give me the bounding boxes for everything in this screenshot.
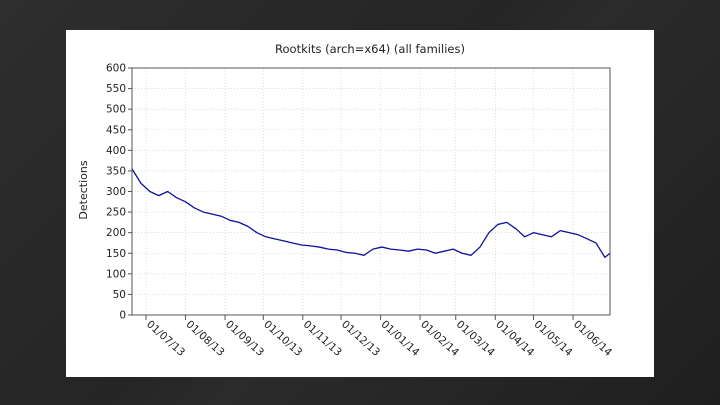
x-tick-label: 01/06/14 — [571, 318, 614, 359]
y-axis-ticks: 0 50 100 150 200 250 300 350 400 450 500 550 600 — [106, 63, 132, 322]
x-axis-ticks: 01/07/1301/08/1301/09/1301/10/1301/11/13… — [144, 315, 614, 359]
series-line — [131, 168, 611, 259]
y-tick-label: 150 — [106, 248, 126, 260]
x-tick-label: 01/03/14 — [454, 318, 497, 359]
y-tick-label: 50 — [113, 289, 126, 301]
y-tick-label: 300 — [106, 186, 126, 198]
y-axis-label: Detections — [77, 160, 90, 219]
y-tick-label: 200 — [106, 227, 126, 239]
x-tick-label: 01/02/14 — [418, 318, 461, 359]
x-tick-label: 01/09/13 — [223, 318, 266, 358]
x-tick-label: 01/08/13 — [184, 318, 227, 358]
series-layer — [131, 168, 611, 259]
x-tick-label: 01/04/14 — [493, 318, 536, 359]
y-tick-label: 100 — [106, 268, 126, 280]
line-chart: Rootkits (arch=x64) (all families) Detec… — [77, 42, 614, 359]
y-tick-label: 500 — [106, 104, 126, 116]
x-tick-label: 01/05/14 — [532, 318, 575, 359]
chart-title: Rootkits (arch=x64) (all families) — [275, 42, 465, 56]
y-tick-label: 250 — [106, 207, 126, 219]
x-tick-label: 01/01/14 — [379, 318, 422, 359]
x-tick-label: 01/10/13 — [261, 318, 304, 358]
y-tick-label: 600 — [106, 63, 126, 75]
chart-panel: Rootkits (arch=x64) (all families) Detec… — [66, 30, 654, 377]
x-tick-label: 01/11/13 — [301, 318, 344, 358]
grid-lines — [132, 67, 610, 316]
y-tick-label: 400 — [106, 145, 126, 157]
y-tick-label: 550 — [106, 83, 126, 95]
y-tick-label: 350 — [106, 165, 126, 177]
y-tick-label: 0 — [119, 310, 126, 322]
x-tick-label: 01/07/13 — [144, 318, 187, 358]
y-tick-label: 450 — [106, 124, 126, 136]
x-tick-label: 01/12/13 — [339, 318, 382, 358]
plot-frame — [131, 67, 611, 316]
